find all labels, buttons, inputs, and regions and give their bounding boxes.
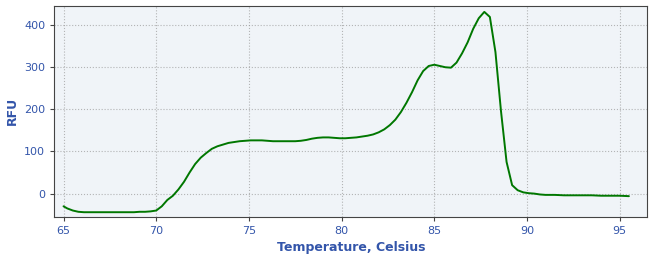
Y-axis label: RFU: RFU [6,97,18,125]
X-axis label: Temperature, Celsius: Temperature, Celsius [277,242,425,255]
